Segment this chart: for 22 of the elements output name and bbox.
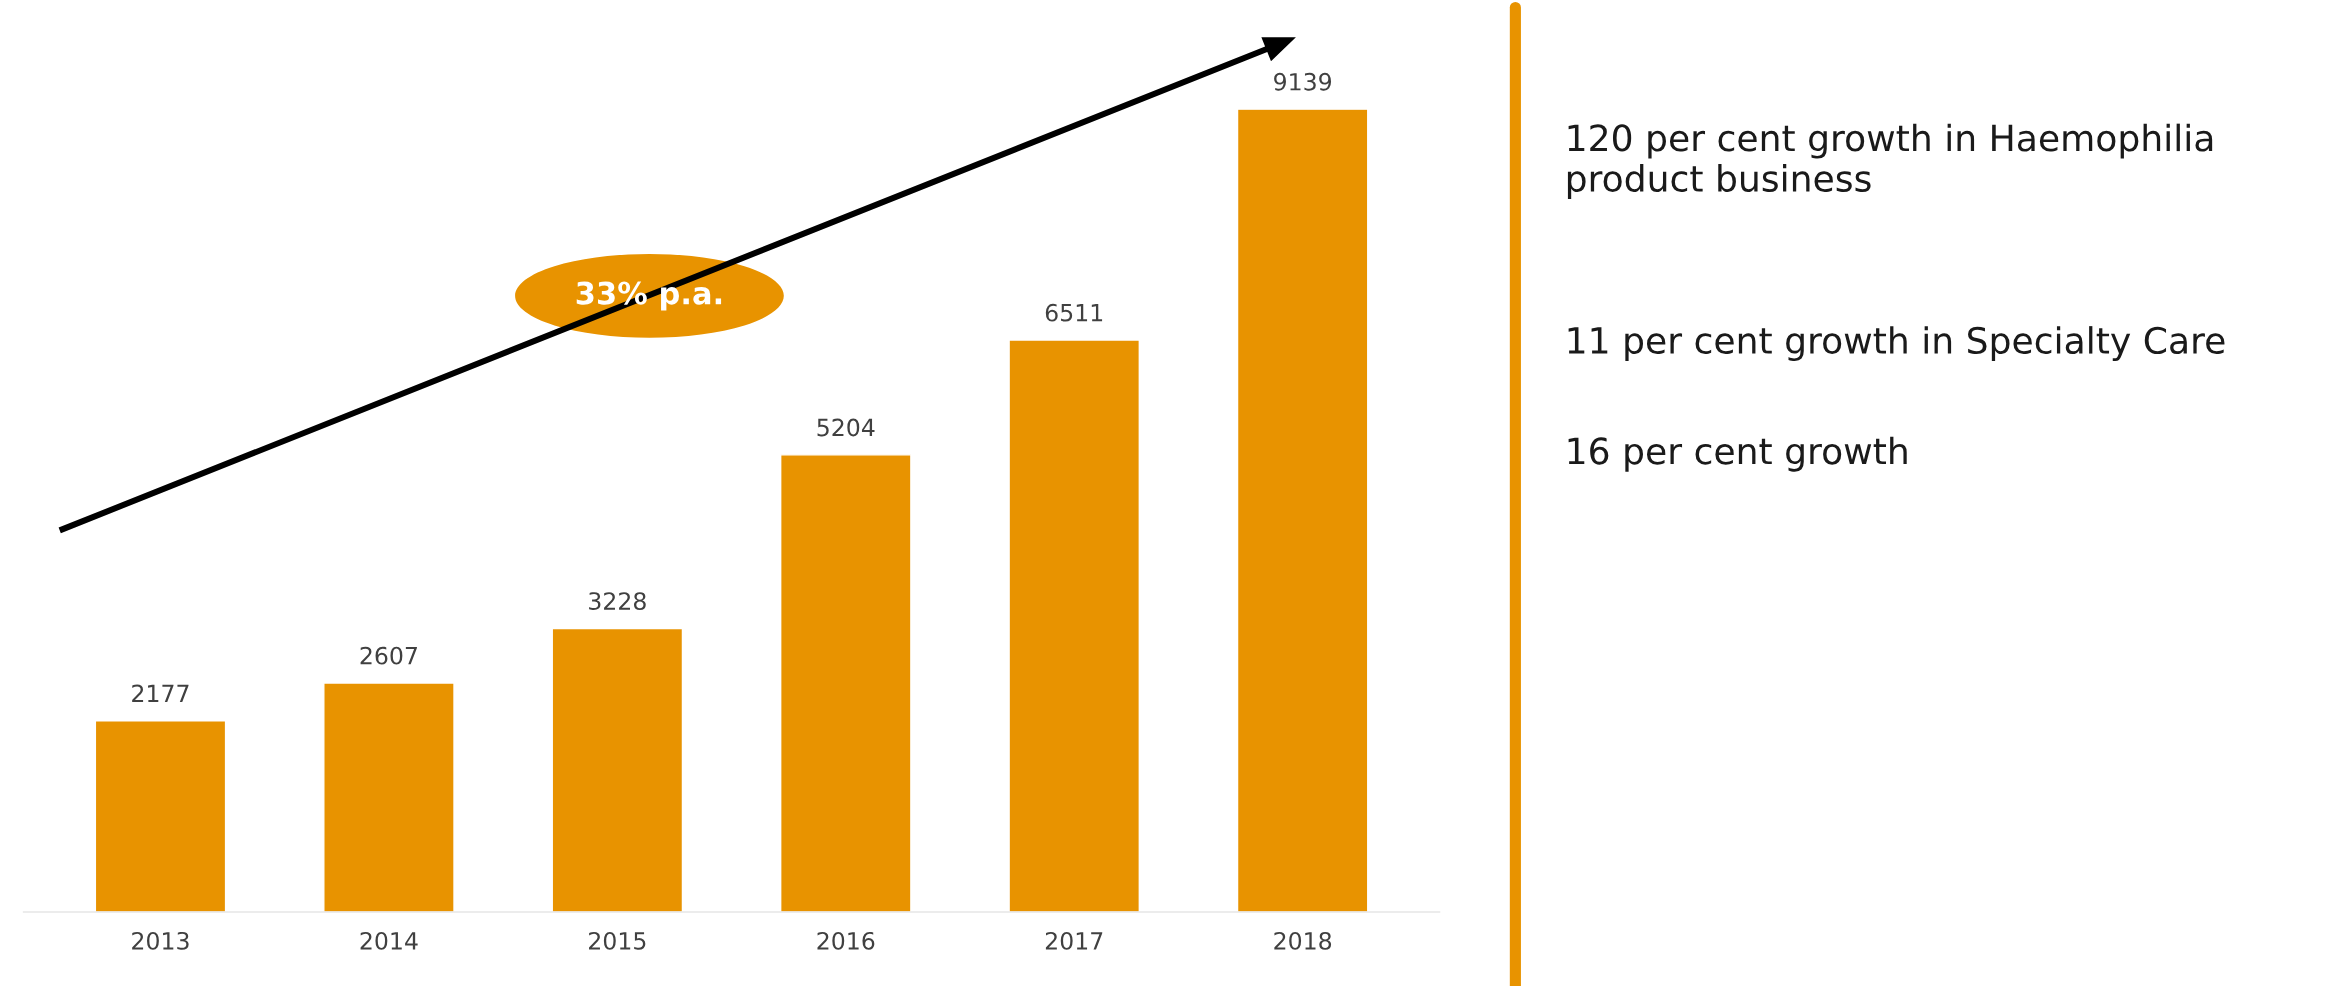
data-label: 3228 (589, 592, 646, 610)
x-tick-label: 2017 (1045, 931, 1103, 950)
x-tick-label: 2014 (360, 931, 418, 950)
x-tick-label: 2015 (589, 931, 646, 950)
bar (1236, 108, 1369, 913)
x-tick-label: 2018 (1274, 931, 1332, 950)
x-tick-label: 2013 (132, 931, 189, 950)
bar (94, 720, 227, 913)
annotation: 33% p.a. (576, 281, 722, 311)
text: 16 per cent growth (1568, 436, 1907, 472)
data-label: 5204 (817, 418, 875, 437)
text: 120 per cent growth in Haemophilia product business (1567, 123, 2213, 200)
data-label: 2177 (132, 684, 189, 702)
bar (551, 627, 684, 913)
text: 11 per cent growth in Specialty Care (1568, 326, 2225, 362)
bar (323, 682, 455, 913)
data-label: 6511 (1045, 303, 1103, 322)
x-tick-label: 2016 (817, 931, 875, 950)
bar (779, 454, 912, 913)
data-label: 9139 (1274, 72, 1332, 91)
data-label: 2607 (360, 646, 417, 665)
bar (1008, 339, 1141, 913)
